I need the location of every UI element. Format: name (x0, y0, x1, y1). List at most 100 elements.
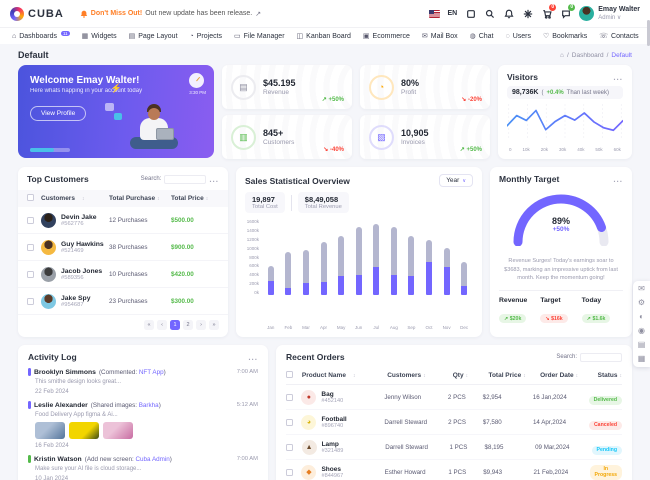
nav-item-widgets[interactable]: ▦ Widgets (82, 32, 117, 41)
bar-jan[interactable] (262, 219, 280, 295)
year-dropdown[interactable]: Year ∨ (439, 174, 473, 187)
chat-icon[interactable]: 0 (560, 4, 576, 19)
page-first-button[interactable]: « (144, 320, 154, 330)
welcome-card: Welcome Emay Walter! Here whats happing … (18, 65, 214, 158)
page-last-button[interactable]: » (209, 320, 219, 330)
customer-row[interactable]: Devin Jake #562776 12 Purchases $500.00 (18, 207, 228, 234)
page-next-button[interactable]: › (196, 320, 206, 330)
activity-link[interactable]: Cuba Admin (135, 455, 170, 463)
col-product-name[interactable]: Product Name ↕ (301, 372, 356, 379)
more-menu-icon[interactable]: ... (209, 174, 219, 184)
customer-row[interactable]: Jacob Jones #589356 10 Purchases $420.00 (18, 261, 228, 288)
col-total-purchase[interactable]: Total Purchase ↕ (109, 195, 160, 202)
order-row[interactable]: ◆ Shoes #844967 Esther Howard 1 PCS $9,9… (286, 460, 622, 480)
star-icon[interactable] (522, 8, 533, 19)
settings-icon[interactable]: ⚙ (637, 298, 646, 307)
nav-item-file-manager[interactable]: ▭ File Manager (234, 32, 284, 41)
activity-link[interactable]: Barkha (138, 401, 159, 409)
nav-item-kanban-board[interactable]: ◫ Kanban Board (297, 32, 351, 41)
customer-row[interactable]: Guy Hawkins #521469 38 Purchases $900.00 (18, 234, 228, 261)
bar-sep[interactable] (403, 219, 421, 295)
row-checkbox[interactable] (286, 394, 293, 401)
bar-may[interactable] (332, 219, 350, 295)
archive-icon[interactable]: ▤ (637, 340, 646, 349)
select-all-checkbox[interactable] (27, 194, 34, 201)
layout-icon[interactable]: ▦ (637, 354, 646, 363)
nav-item-projects[interactable]: ◔ Projects (190, 33, 223, 40)
nav-item-label: Ecommerce (372, 32, 410, 40)
row-checkbox[interactable] (27, 298, 34, 305)
user-avatar (579, 6, 595, 21)
view-profile-button[interactable]: View Profile (30, 106, 87, 121)
activity-link[interactable]: NFT App (138, 368, 164, 376)
orders-search-input[interactable] (580, 352, 622, 362)
nav-item-users[interactable]: ◌ Users (506, 33, 531, 40)
col-total-price[interactable]: Total Price ↕ (488, 372, 526, 379)
bar-dec[interactable] (455, 219, 473, 295)
color-picker-icon[interactable]: ◉ (638, 326, 645, 335)
nav-item-mail-box[interactable]: ✉ Mail Box (422, 32, 458, 41)
customer-price: $500.00 (171, 216, 194, 224)
more-menu-icon[interactable]: ... (613, 174, 623, 184)
col-customers[interactable]: Customers ↕ (387, 372, 426, 379)
row-checkbox[interactable] (27, 217, 34, 224)
row-checkbox[interactable] (286, 444, 293, 451)
language-flag-icon[interactable] (428, 9, 440, 18)
cart-icon[interactable]: 0 (541, 4, 557, 19)
activity-thumbnail[interactable] (35, 422, 65, 439)
customers-search-input[interactable] (164, 174, 207, 184)
col-customers[interactable]: Customers ↕ (41, 195, 85, 202)
nav-item-contacts[interactable]: ☏ Contacts (599, 32, 638, 41)
activity-thumbnail[interactable] (69, 422, 99, 439)
bar-nov[interactable] (438, 219, 456, 295)
message-icon[interactable]: ✉ (638, 284, 645, 293)
activity-thumbnail[interactable] (103, 422, 133, 439)
col-qty[interactable]: Qty ↕ (452, 372, 469, 379)
nav-item-dashboards[interactable]: ⌂ Dashboards 11 (12, 30, 70, 40)
bar-jul[interactable] (367, 219, 385, 295)
nav-item-bookmarks[interactable]: ♡ Bookmarks (543, 32, 587, 41)
nav-item-chat[interactable]: ◍ Chat (470, 32, 494, 41)
bar-jun[interactable] (350, 219, 368, 295)
language-label[interactable]: EN (447, 10, 458, 17)
page-prev-button[interactable]: ‹ (157, 320, 167, 330)
more-menu-icon[interactable]: ... (613, 72, 623, 82)
fullscreen-icon[interactable] (465, 8, 476, 19)
search-icon[interactable] (484, 8, 495, 19)
target-footer: Revenue ↗ $20k Target ↘ $16k Today ↗ $1.… (499, 289, 623, 325)
col-status[interactable]: Status ↕ (597, 372, 622, 379)
bar-aug[interactable] (385, 219, 403, 295)
bell-icon[interactable] (503, 8, 514, 19)
x-tick: Jan (267, 325, 275, 330)
bar-feb[interactable] (280, 219, 298, 295)
external-link-icon[interactable]: ↗ (255, 10, 262, 18)
bar-mar[interactable] (297, 219, 315, 295)
row-checkbox[interactable] (286, 469, 293, 476)
nav-item-page-layout[interactable]: ▤ Page Layout (129, 32, 178, 41)
breadcrumb-parent[interactable]: Dashboard (571, 51, 604, 59)
revenue-icon: ▤ (231, 74, 256, 100)
user-menu[interactable]: Emay Walter Admin ∨ (579, 6, 640, 21)
announcement-banner[interactable]: Don't Miss Out! Out new update has been … (80, 10, 261, 18)
more-menu-icon[interactable]: ... (248, 352, 258, 362)
col-total-price[interactable]: Total Price ↕ (171, 195, 209, 202)
bar-apr[interactable] (315, 219, 333, 295)
theme-icon[interactable]: ◐ (639, 312, 644, 321)
bar-oct[interactable] (420, 219, 438, 295)
order-row[interactable]: ▲ Lamp #321489 Darrell Steward 1 PCS $8,… (286, 435, 622, 460)
page-button-1[interactable]: 1 (170, 320, 180, 330)
select-all-checkbox[interactable] (286, 371, 293, 378)
row-checkbox[interactable] (286, 419, 293, 426)
order-row[interactable]: ◕ Football #896740 Darrell Steward 2 PCS… (286, 410, 623, 435)
nav-item-ecommerce[interactable]: ▣ Ecommerce (363, 32, 410, 41)
row-checkbox[interactable] (27, 244, 34, 251)
home-icon[interactable]: ⌂ (560, 51, 564, 59)
row-checkbox[interactable] (27, 271, 34, 278)
order-row[interactable]: ● Bag #452140 Jenny Wilson 2 PCS $2,954 … (286, 385, 623, 410)
nav-scrollbar[interactable] (647, 20, 650, 46)
welcome-title: Welcome Emay Walter! (30, 75, 140, 86)
customer-row[interactable]: Jake Spy #954687 23 Purchases $300.00 (18, 288, 228, 315)
page-button-2[interactable]: 2 (183, 320, 193, 330)
col-order-date[interactable]: Order Date ↕ (540, 372, 579, 379)
brand-logo[interactable]: CUBA (10, 6, 64, 21)
